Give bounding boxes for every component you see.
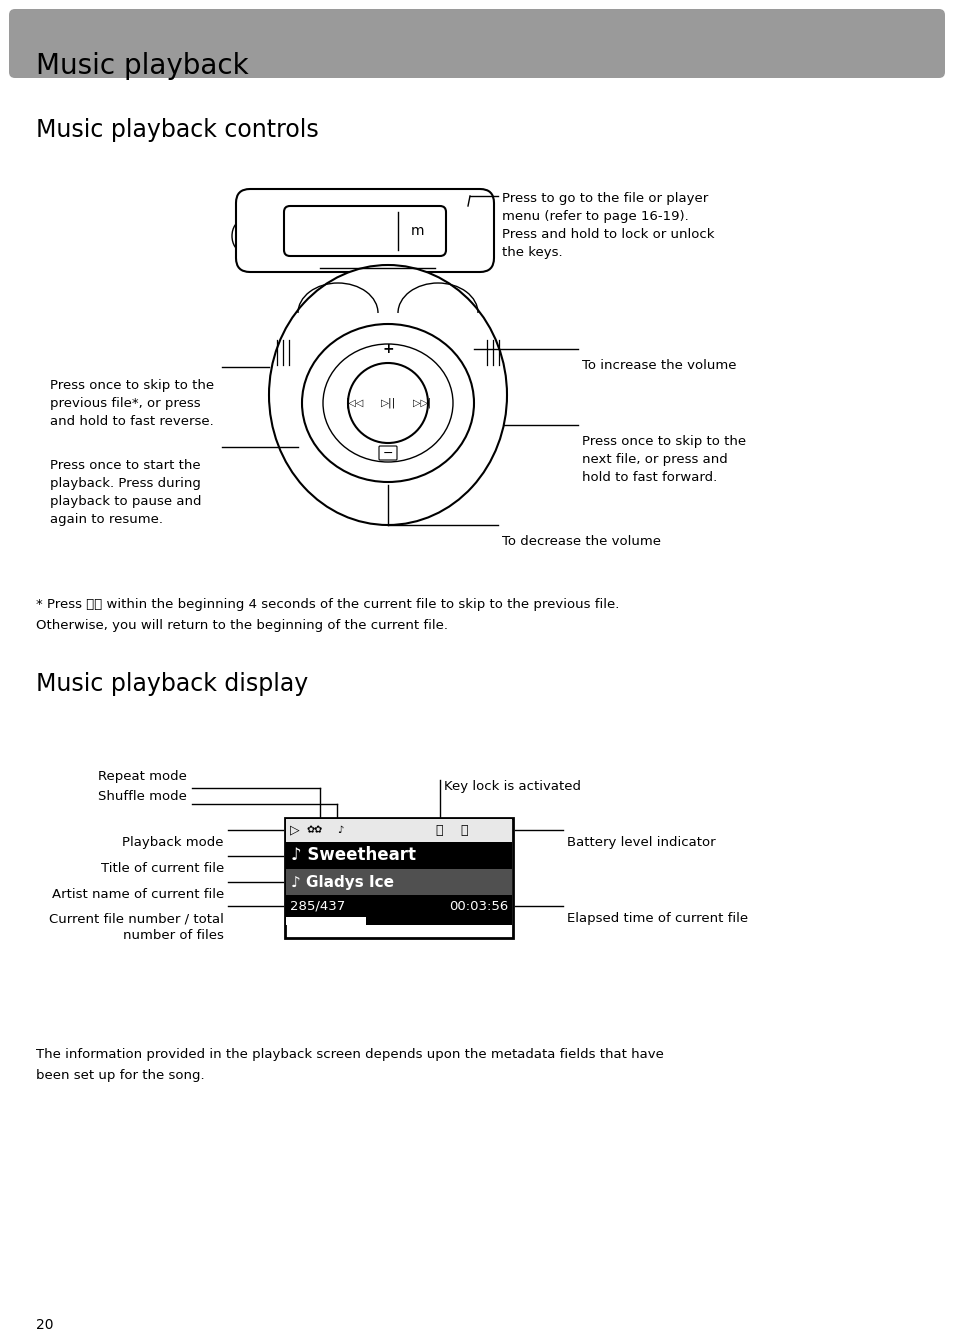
- FancyBboxPatch shape: [434, 214, 472, 251]
- Text: Battery level indicator: Battery level indicator: [566, 836, 715, 850]
- Text: Press to go to the file or player
menu (refer to page 16-19).
Press and hold to : Press to go to the file or player menu (…: [501, 192, 714, 259]
- FancyBboxPatch shape: [235, 189, 494, 272]
- Text: To increase the volume: To increase the volume: [581, 359, 736, 373]
- Text: To decrease the volume: To decrease the volume: [501, 535, 660, 548]
- Text: +: +: [382, 342, 394, 356]
- Text: Press once to skip to the
next file, or press and
hold to fast forward.: Press once to skip to the next file, or …: [581, 436, 745, 484]
- Text: Otherwise, you will return to the beginning of the current file.: Otherwise, you will return to the beginn…: [36, 619, 448, 632]
- Ellipse shape: [302, 324, 474, 482]
- Text: ♪ Gladys Ice: ♪ Gladys Ice: [291, 875, 394, 890]
- Bar: [286, 917, 512, 925]
- Text: Key lock is activated: Key lock is activated: [443, 780, 580, 793]
- Bar: [286, 895, 512, 917]
- Text: ▷▷|: ▷▷|: [413, 398, 431, 409]
- Text: ✿✿: ✿✿: [307, 825, 323, 835]
- Bar: [286, 819, 512, 842]
- Bar: [285, 817, 513, 938]
- Text: Shuffle mode: Shuffle mode: [98, 791, 187, 803]
- Text: Music playback controls: Music playback controls: [36, 118, 318, 142]
- Ellipse shape: [269, 265, 506, 525]
- Text: Press once to start the
playback. Press during
playback to pause and
again to re: Press once to start the playback. Press …: [50, 460, 201, 527]
- Text: Current file number / total
number of files: Current file number / total number of fi…: [49, 913, 224, 942]
- Ellipse shape: [323, 344, 453, 462]
- Text: 20: 20: [36, 1319, 53, 1332]
- Circle shape: [348, 363, 428, 444]
- Text: 285/437: 285/437: [290, 899, 345, 913]
- Text: ♪ Sweetheart: ♪ Sweetheart: [291, 847, 416, 864]
- Text: Playback mode: Playback mode: [122, 836, 224, 850]
- Bar: [286, 842, 512, 870]
- Bar: [286, 870, 512, 895]
- Text: been set up for the song.: been set up for the song.: [36, 1069, 204, 1081]
- Text: 🔋: 🔋: [459, 824, 467, 836]
- Text: m: m: [411, 224, 424, 239]
- Text: −: −: [382, 446, 393, 460]
- Text: |◁◁: |◁◁: [346, 398, 364, 409]
- Text: Repeat mode: Repeat mode: [98, 770, 187, 783]
- Text: * Press ⏮⏮ within the beginning 4 seconds of the current file to skip to the pre: * Press ⏮⏮ within the beginning 4 second…: [36, 598, 618, 611]
- Text: Elapsed time of current file: Elapsed time of current file: [566, 913, 747, 925]
- Text: Artist name of current file: Artist name of current file: [51, 888, 224, 900]
- Text: Press once to skip to the
previous file*, or press
and hold to fast reverse.: Press once to skip to the previous file*…: [50, 379, 213, 427]
- Ellipse shape: [232, 221, 252, 251]
- Text: ♪: ♪: [336, 825, 343, 835]
- Text: The information provided in the playback screen depends upon the metadata fields: The information provided in the playback…: [36, 1048, 663, 1061]
- Text: Music playback display: Music playback display: [36, 671, 308, 695]
- FancyBboxPatch shape: [378, 446, 396, 460]
- Text: 00:03:56: 00:03:56: [448, 899, 507, 913]
- FancyBboxPatch shape: [284, 206, 446, 256]
- FancyBboxPatch shape: [9, 9, 944, 78]
- Bar: [286, 917, 366, 925]
- Text: Music playback: Music playback: [36, 52, 249, 80]
- Text: ▷||: ▷||: [381, 398, 396, 409]
- Text: Title of current file: Title of current file: [101, 862, 224, 875]
- Text: 🔒: 🔒: [435, 824, 442, 836]
- Text: ▷: ▷: [290, 824, 299, 836]
